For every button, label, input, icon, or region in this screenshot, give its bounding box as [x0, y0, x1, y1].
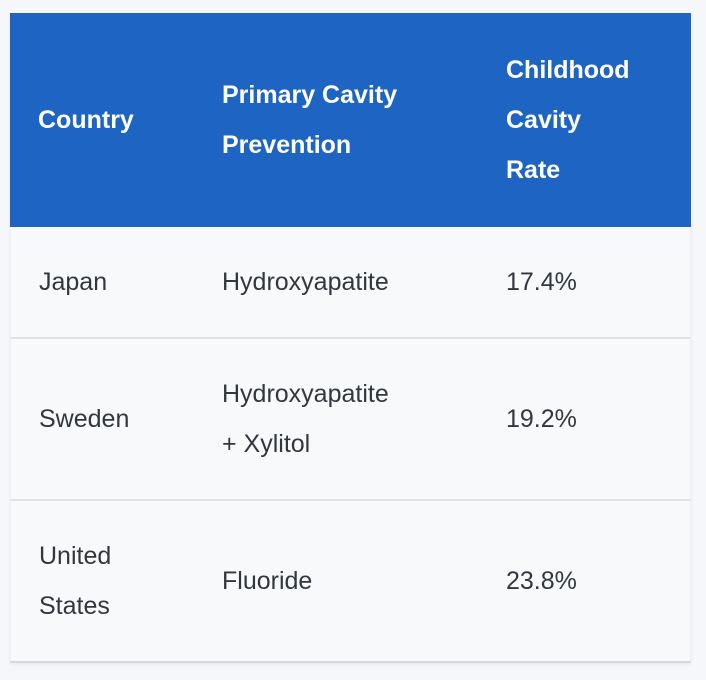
- cell-prevention: Fluoride: [194, 499, 478, 661]
- cavity-prevention-table: Country Primary Cavity Prevention Childh…: [10, 13, 691, 663]
- cell-rate: 23.8%: [478, 499, 691, 661]
- cell-prevention: Hydroxyapatite: [194, 227, 478, 337]
- table-body: Japan Hydroxyapatite 17.4% Sweden Hydrox…: [10, 227, 691, 661]
- table-row-sweden: Sweden Hydroxyapatite + Xylitol 19.2%: [10, 337, 691, 499]
- table-row-united-states: United States Fluoride 23.8%: [10, 499, 691, 661]
- header-row: Country Primary Cavity Prevention Childh…: [10, 13, 691, 227]
- column-header-primary-cavity-prevention: Primary Cavity Prevention: [194, 13, 478, 227]
- cell-prevention: Hydroxyapatite + Xylitol: [194, 337, 478, 499]
- table-header: Country Primary Cavity Prevention Childh…: [10, 13, 691, 227]
- cell-country: Japan: [10, 227, 194, 337]
- cavity-prevention-table-container: Country Primary Cavity Prevention Childh…: [10, 13, 691, 663]
- column-header-childhood-cavity-rate: Childhood Cavity Rate: [478, 13, 691, 227]
- cell-rate: 17.4%: [478, 227, 691, 337]
- cell-rate: 19.2%: [478, 337, 691, 499]
- cell-country: Sweden: [10, 337, 194, 499]
- cell-country: United States: [10, 499, 194, 661]
- table-row-japan: Japan Hydroxyapatite 17.4%: [10, 227, 691, 337]
- column-header-country: Country: [10, 13, 194, 227]
